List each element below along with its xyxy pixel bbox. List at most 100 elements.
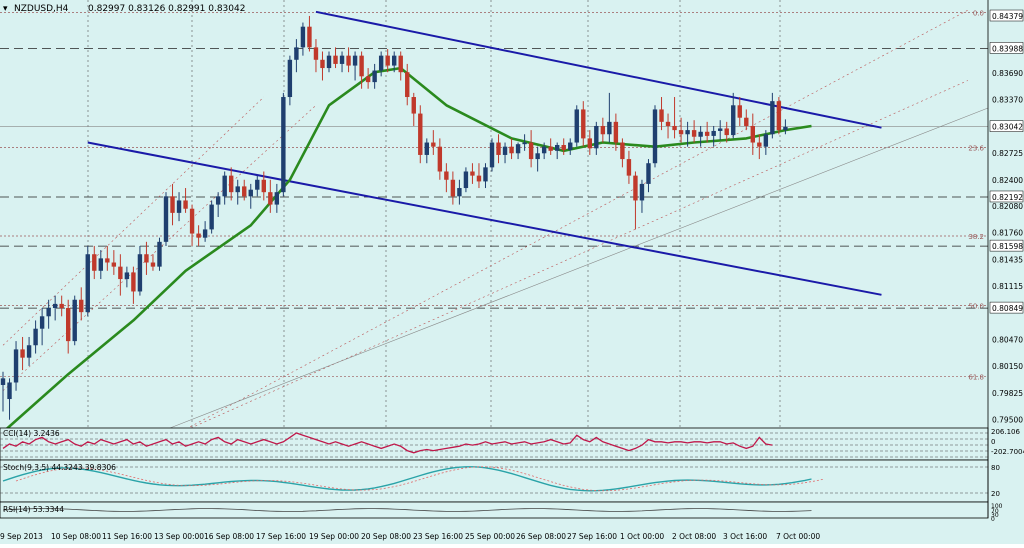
time-tick-label: 13 Sep 00:00: [154, 532, 204, 541]
candle-body: [33, 328, 38, 346]
channel-line: [315, 10, 882, 129]
candle-body: [66, 308, 71, 342]
candle-body: [678, 130, 684, 135]
candle-body: [476, 175, 482, 182]
candle-body: [711, 130, 716, 136]
candle-body: [574, 109, 579, 143]
candle-body: [496, 142, 501, 155]
rsi-tick-label: 0: [991, 516, 995, 523]
candle-body: [183, 200, 188, 209]
candle-body: [750, 125, 755, 143]
candle-body: [737, 105, 742, 118]
candle-body: [39, 316, 45, 329]
candle-body: [607, 121, 612, 135]
candle-body: [561, 145, 566, 150]
time-tick-label: 10 Sep 08:00: [51, 532, 101, 541]
fib-level-label: 0.0: [973, 10, 984, 18]
stoch-main-line: [2, 466, 812, 492]
time-tick-label: 16 Sep 08:00: [204, 532, 254, 541]
candle-body: [502, 146, 508, 155]
time-tick-label: 1 Oct 00:00: [620, 532, 664, 541]
stoch-signal-line: [15, 466, 825, 492]
candle-body: [620, 142, 625, 160]
candle-body: [770, 101, 775, 135]
indicator-pane: [0, 459, 989, 503]
candle-body: [424, 142, 429, 155]
time-tick-label: 11 Sep 16:00: [102, 532, 152, 541]
candle-body: [111, 262, 117, 267]
candle-body: [672, 125, 677, 131]
candle-body: [359, 55, 364, 77]
candle-body: [274, 192, 280, 205]
candle-body: [346, 55, 351, 66]
dropdown-arrow-icon[interactable]: ▾: [3, 4, 8, 14]
candle-body: [333, 55, 338, 64]
candle-body: [568, 142, 573, 150]
candle-body: [463, 171, 469, 189]
candle-body: [313, 47, 319, 60]
candle-body: [392, 55, 397, 66]
candle-body: [46, 308, 51, 317]
price-tick-label: 0.82192: [992, 193, 1023, 202]
candle-body: [718, 128, 723, 131]
candle-body: [483, 167, 488, 182]
candle-body: [509, 146, 514, 154]
price-tick-label: 0.81115: [992, 282, 1023, 291]
candle-body: [398, 55, 403, 73]
rsi-tick-label: 30: [991, 512, 999, 519]
candle-body: [528, 142, 534, 160]
candle-body: [229, 175, 234, 193]
fib-level-label: 50.0: [968, 303, 984, 311]
time-tick-label: 27 Sep 16:00: [567, 532, 617, 541]
price-tick-label: 0.83370: [992, 96, 1023, 105]
stoch-tick-label: 20: [991, 490, 1000, 498]
price-tick-label: 0.81760: [992, 229, 1023, 238]
price-tag: [989, 190, 1024, 203]
cci-line: [2, 432, 773, 454]
candle-body: [268, 192, 273, 205]
candle-body: [541, 146, 547, 154]
candle-body: [150, 262, 156, 267]
candle-body: [352, 55, 358, 66]
candle-body: [691, 130, 697, 137]
fan-line: [172, 9, 969, 437]
time-tick-label: 2 Oct 08:00: [672, 532, 716, 541]
candle-body: [26, 345, 32, 358]
candle-body: [633, 175, 638, 201]
fib-level-label: 23.6: [968, 144, 984, 152]
time-tick-label: 26 Sep 08:00: [516, 532, 566, 541]
candle-body: [255, 179, 260, 190]
candle-body: [137, 254, 143, 292]
candle-body: [163, 196, 169, 242]
candle-body: [744, 117, 749, 126]
candle-body: [613, 121, 619, 143]
candle-body: [7, 382, 12, 400]
candle-body: [52, 303, 58, 309]
candle-body: [704, 131, 710, 136]
candle-body: [587, 138, 592, 149]
candle-body: [378, 55, 384, 71]
candle-body: [222, 175, 227, 197]
candle-body: [365, 76, 371, 83]
candle-body: [59, 303, 64, 309]
price-tick-label: 0.82400: [992, 176, 1023, 185]
candle-body: [685, 130, 690, 135]
candle-body: [698, 131, 703, 137]
ohlc-readout: 0.82997 0.83126 0.82991 0.83042: [88, 4, 245, 14]
candle-body: [92, 254, 97, 271]
candle-body: [626, 159, 632, 176]
candle-body: [144, 254, 149, 263]
rsi-label: RSI(14) 53.3344: [3, 505, 64, 514]
candle-body: [731, 105, 736, 136]
time-tick-label: 23 Sep 16:00: [413, 532, 463, 541]
fib-level-label: 38.2: [968, 233, 984, 241]
candle-body: [287, 59, 293, 98]
candle-body: [594, 125, 599, 149]
candle-body: [444, 171, 449, 180]
candle-body: [646, 163, 651, 184]
candle-body: [326, 55, 332, 69]
candle-body: [79, 299, 84, 313]
cci-tick-label: 0: [991, 438, 995, 446]
